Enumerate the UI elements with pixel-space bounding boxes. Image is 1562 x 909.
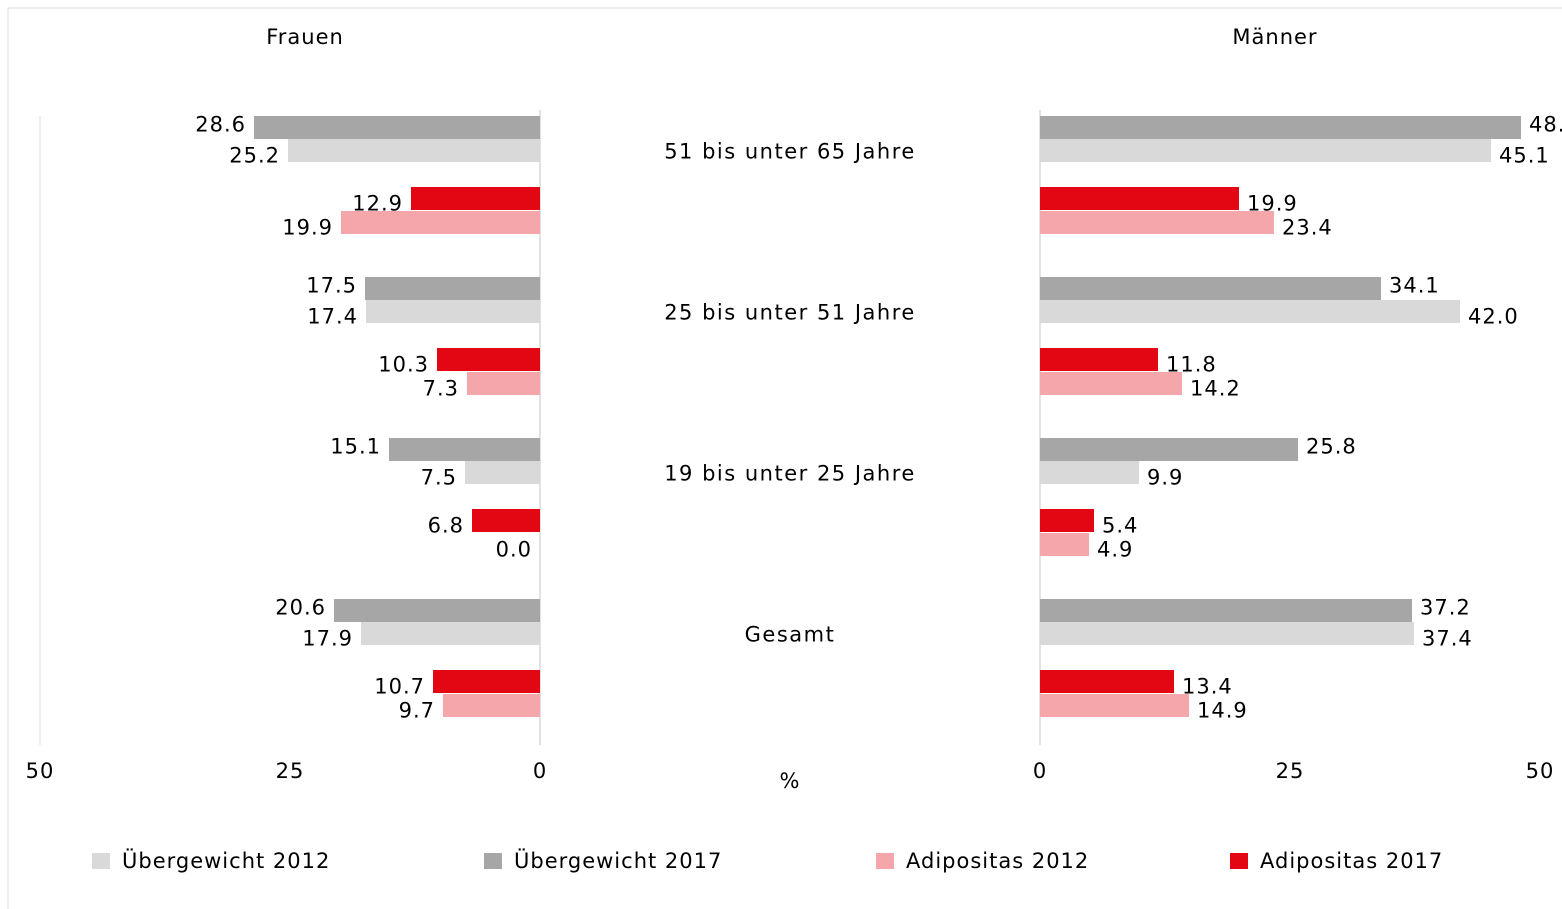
x-tick-label: 25	[276, 759, 305, 783]
data-label: 14.2	[1190, 377, 1241, 401]
bar	[1040, 139, 1491, 162]
data-label: 5.4	[1102, 514, 1138, 538]
legend-swatch	[876, 853, 894, 869]
bar	[467, 372, 540, 395]
panel-title: Männer	[1232, 25, 1317, 49]
bar	[1040, 187, 1239, 210]
x-axis-label: %	[780, 769, 801, 793]
data-label: 6.8	[428, 514, 464, 538]
data-label: 37.4	[1422, 627, 1473, 651]
data-label: 28.6	[195, 113, 246, 137]
bar	[1040, 348, 1158, 371]
data-label: 23.4	[1282, 216, 1333, 240]
data-label: 45.1	[1499, 144, 1550, 168]
bar	[1040, 277, 1381, 300]
legend-label: Übergewicht 2012	[122, 848, 330, 873]
legend-swatch	[92, 853, 110, 869]
bar	[365, 277, 540, 300]
data-label: 7.3	[423, 377, 459, 401]
bar	[433, 670, 540, 693]
legend-label: Adipositas 2012	[906, 849, 1089, 873]
bar	[1040, 599, 1412, 622]
category-label: 19 bis unter 25 Jahre	[664, 461, 916, 486]
data-label: 4.9	[1097, 538, 1133, 562]
bar	[1040, 509, 1094, 532]
bar	[1040, 116, 1521, 139]
data-label: 48.1	[1529, 113, 1562, 137]
chart-border	[7, 7, 1562, 909]
bar	[472, 509, 540, 532]
data-label: 10.7	[374, 675, 425, 699]
data-label: 15.1	[330, 435, 381, 459]
bar	[1040, 622, 1414, 645]
bar	[437, 348, 540, 371]
bar	[465, 461, 540, 484]
data-label: 37.2	[1420, 596, 1471, 620]
bar	[389, 438, 540, 461]
data-label: 25.8	[1306, 435, 1357, 459]
data-label: 42.0	[1468, 305, 1519, 329]
data-label: 10.3	[378, 353, 429, 377]
bar	[443, 694, 540, 717]
legend-label: Adipositas 2017	[1260, 849, 1443, 873]
bar	[341, 211, 540, 234]
x-tick-label: 25	[1276, 759, 1305, 783]
bar	[254, 116, 540, 139]
category-label: 51 bis unter 65 Jahre	[664, 139, 916, 164]
data-label: 14.9	[1197, 699, 1248, 723]
bar	[334, 599, 540, 622]
legend-swatch	[484, 853, 502, 869]
bar	[1040, 694, 1189, 717]
bar	[1040, 670, 1174, 693]
data-label: 25.2	[229, 144, 280, 168]
category-label: 25 bis unter 51 Jahre	[664, 300, 916, 325]
data-label: 34.1	[1389, 274, 1440, 298]
category-label: Gesamt	[744, 622, 836, 647]
bar	[1040, 372, 1182, 395]
x-tick-label: 50	[1526, 759, 1555, 783]
x-tick-label: 0	[1033, 759, 1047, 783]
data-label: 9.7	[399, 699, 435, 723]
data-label: 19.9	[282, 216, 333, 240]
bar	[361, 622, 540, 645]
panel-title: Frauen	[266, 25, 344, 49]
data-label: 7.5	[421, 466, 457, 490]
data-label: 20.6	[275, 596, 326, 620]
bar	[1040, 438, 1298, 461]
x-tick-label: 50	[26, 759, 55, 783]
data-label: 17.4	[307, 305, 358, 329]
data-label: 17.5	[306, 274, 357, 298]
bar	[1040, 211, 1274, 234]
bar	[1040, 533, 1089, 556]
bar	[1040, 461, 1139, 484]
data-label: 0.0	[496, 538, 532, 562]
legend-swatch	[1230, 853, 1248, 869]
bar	[366, 300, 540, 323]
bar	[1040, 300, 1460, 323]
data-label: 9.9	[1147, 466, 1183, 490]
bar	[288, 139, 540, 162]
legend-label: Übergewicht 2017	[514, 848, 722, 873]
data-label: 17.9	[302, 627, 353, 651]
x-tick-label: 0	[533, 759, 547, 783]
bar	[411, 187, 540, 210]
data-label: 13.4	[1182, 675, 1233, 699]
